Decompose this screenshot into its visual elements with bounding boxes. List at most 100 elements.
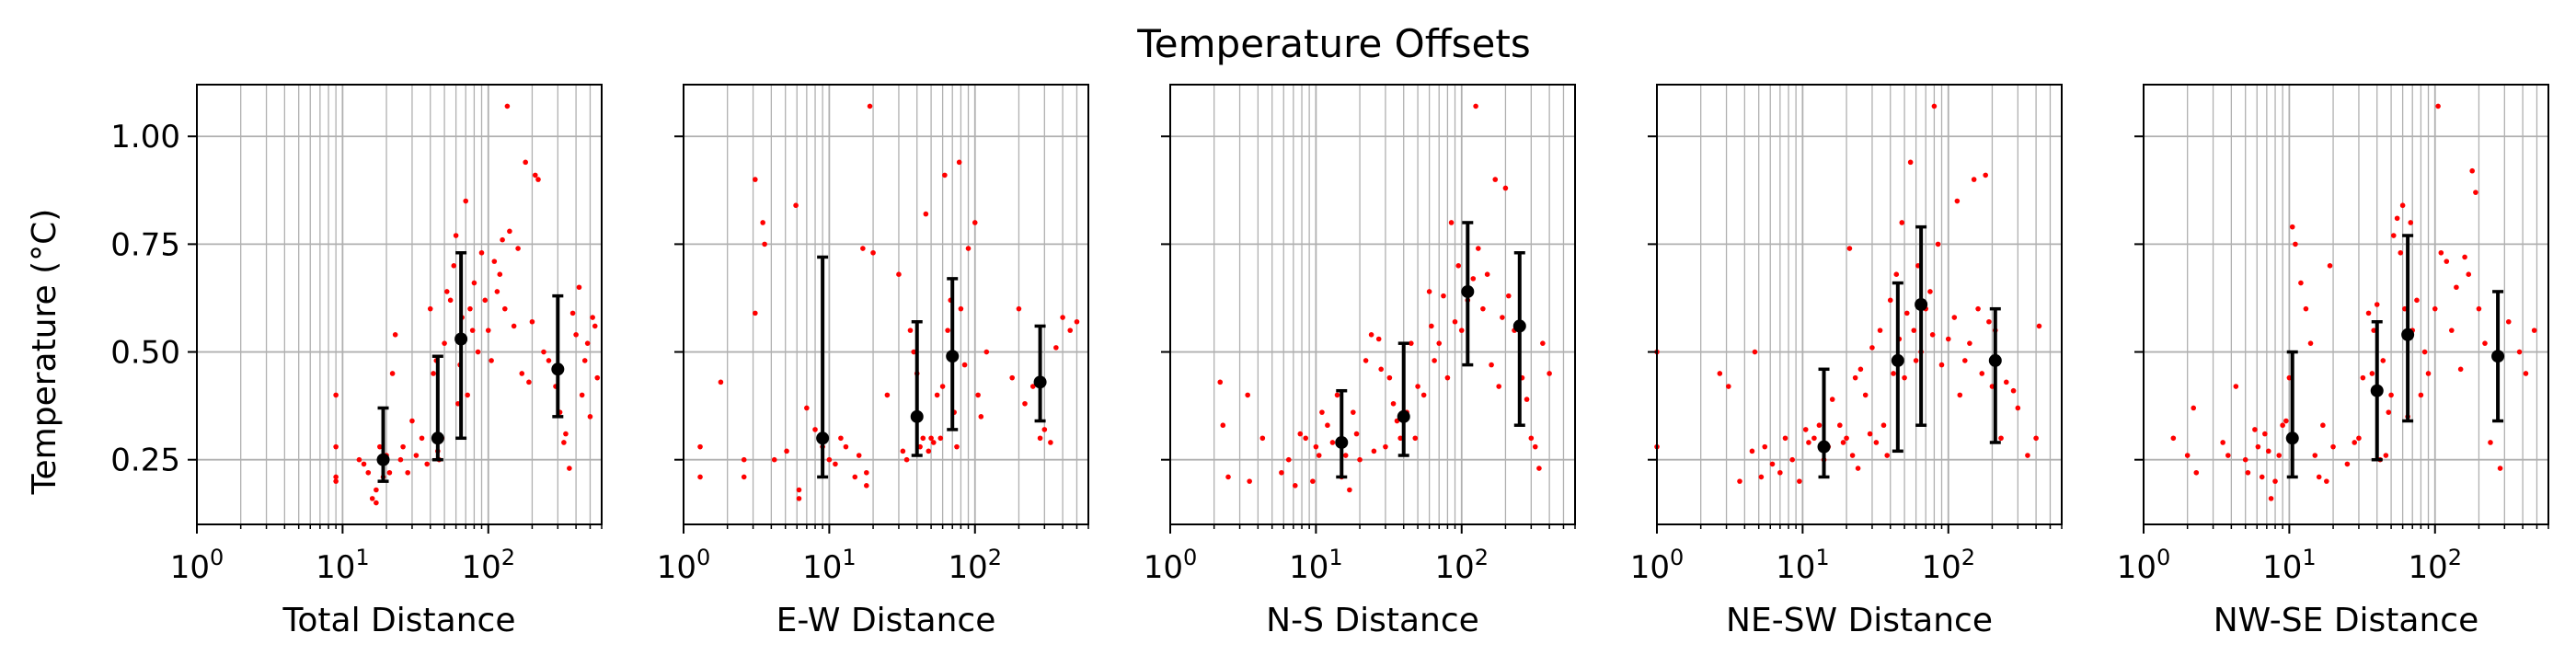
data-point bbox=[377, 443, 383, 450]
data-point bbox=[1279, 469, 1284, 476]
data-point bbox=[1802, 427, 1809, 432]
data-point bbox=[804, 405, 810, 411]
data-point bbox=[1975, 305, 1981, 312]
data-point bbox=[465, 392, 470, 398]
data-point bbox=[884, 392, 891, 398]
data-point bbox=[1390, 400, 1397, 407]
mean-point bbox=[1988, 353, 2002, 367]
data-point bbox=[2388, 392, 2394, 398]
data-point bbox=[911, 349, 917, 355]
data-point bbox=[1862, 392, 1869, 398]
data-point bbox=[1383, 443, 1388, 450]
mean-point bbox=[1512, 319, 1526, 333]
data-point bbox=[2438, 249, 2444, 256]
data-point bbox=[2303, 305, 2309, 312]
data-point bbox=[1285, 456, 1292, 463]
data-point bbox=[1500, 315, 1505, 320]
data-point bbox=[1971, 177, 1977, 182]
data-point bbox=[1536, 466, 1542, 471]
data-point bbox=[2225, 453, 2231, 458]
data-point bbox=[2003, 379, 2009, 385]
mean-point bbox=[1817, 440, 1831, 454]
data-point bbox=[561, 440, 567, 445]
data-point bbox=[447, 297, 454, 304]
data-point bbox=[1378, 366, 1384, 373]
data-point bbox=[2324, 478, 2329, 484]
data-point bbox=[1758, 474, 1765, 480]
data-point bbox=[864, 469, 869, 476]
data-point bbox=[2268, 496, 2274, 501]
data-point bbox=[1983, 172, 1988, 178]
data-point bbox=[569, 310, 576, 316]
data-point bbox=[451, 263, 457, 269]
data-point bbox=[1749, 448, 1755, 454]
data-point bbox=[424, 461, 431, 467]
data-point bbox=[2449, 328, 2455, 333]
data-point bbox=[392, 332, 398, 338]
data-point bbox=[2418, 392, 2424, 398]
data-point bbox=[374, 500, 379, 506]
data-point bbox=[519, 371, 525, 376]
data-point bbox=[1899, 220, 1905, 225]
data-point bbox=[529, 318, 535, 325]
data-point bbox=[1060, 315, 1065, 320]
data-point bbox=[1777, 469, 1783, 476]
data-point bbox=[1351, 409, 1356, 415]
data-point bbox=[870, 249, 876, 256]
data-point bbox=[2414, 297, 2420, 304]
data-point bbox=[1852, 374, 1858, 381]
data-point bbox=[1484, 271, 1490, 277]
data-point bbox=[535, 177, 541, 182]
data-point bbox=[1829, 397, 1835, 402]
data-point bbox=[532, 172, 538, 178]
x-tick-label: 102 bbox=[461, 545, 515, 586]
data-point bbox=[1048, 440, 1053, 445]
data-point bbox=[579, 392, 585, 398]
y-tick-label: 0.50 bbox=[110, 335, 180, 372]
data-point bbox=[2398, 249, 2404, 256]
mean-point bbox=[551, 362, 565, 376]
x-axis-label: NE-SW Distance bbox=[1726, 602, 1993, 639]
data-point bbox=[972, 220, 978, 225]
panel-5: 100 101 102 NW-SE Distance bbox=[2117, 84, 2549, 639]
data-point bbox=[2272, 478, 2278, 484]
data-point bbox=[975, 392, 981, 398]
data-point bbox=[333, 474, 339, 480]
y-tick-label: 0.25 bbox=[110, 443, 180, 479]
data-point bbox=[784, 448, 789, 454]
data-point bbox=[1887, 297, 1893, 304]
data-point bbox=[2462, 254, 2467, 260]
data-point bbox=[1292, 483, 1298, 489]
data-point bbox=[2386, 409, 2392, 415]
data-point bbox=[511, 323, 517, 329]
data-point bbox=[1316, 453, 1322, 458]
data-point bbox=[2435, 103, 2441, 109]
data-point bbox=[1726, 384, 1731, 389]
mean-point bbox=[910, 409, 924, 423]
data-point bbox=[920, 435, 926, 442]
data-point bbox=[1951, 315, 1958, 320]
data-point bbox=[2466, 271, 2472, 277]
data-point bbox=[2360, 374, 2366, 381]
data-point bbox=[741, 456, 747, 463]
data-point bbox=[2276, 453, 2283, 458]
data-point bbox=[1310, 478, 1316, 484]
data-point bbox=[2289, 224, 2295, 230]
data-point bbox=[1245, 392, 1250, 398]
data-point bbox=[1458, 328, 1465, 333]
x-tick-label: 100 bbox=[2117, 545, 2171, 586]
data-point bbox=[1752, 349, 1758, 355]
axes-frame bbox=[196, 84, 603, 525]
data-point bbox=[2316, 474, 2322, 480]
data-point bbox=[1524, 397, 1530, 402]
data-point bbox=[697, 443, 703, 450]
data-point bbox=[1857, 366, 1864, 373]
data-point bbox=[760, 220, 765, 225]
data-point bbox=[1769, 461, 1776, 467]
data-point bbox=[1432, 358, 1437, 363]
data-point bbox=[812, 427, 818, 432]
x-axis-label: N-S Distance bbox=[1266, 602, 1479, 639]
data-point bbox=[2421, 349, 2428, 355]
x-tick-label: 100 bbox=[170, 545, 224, 586]
